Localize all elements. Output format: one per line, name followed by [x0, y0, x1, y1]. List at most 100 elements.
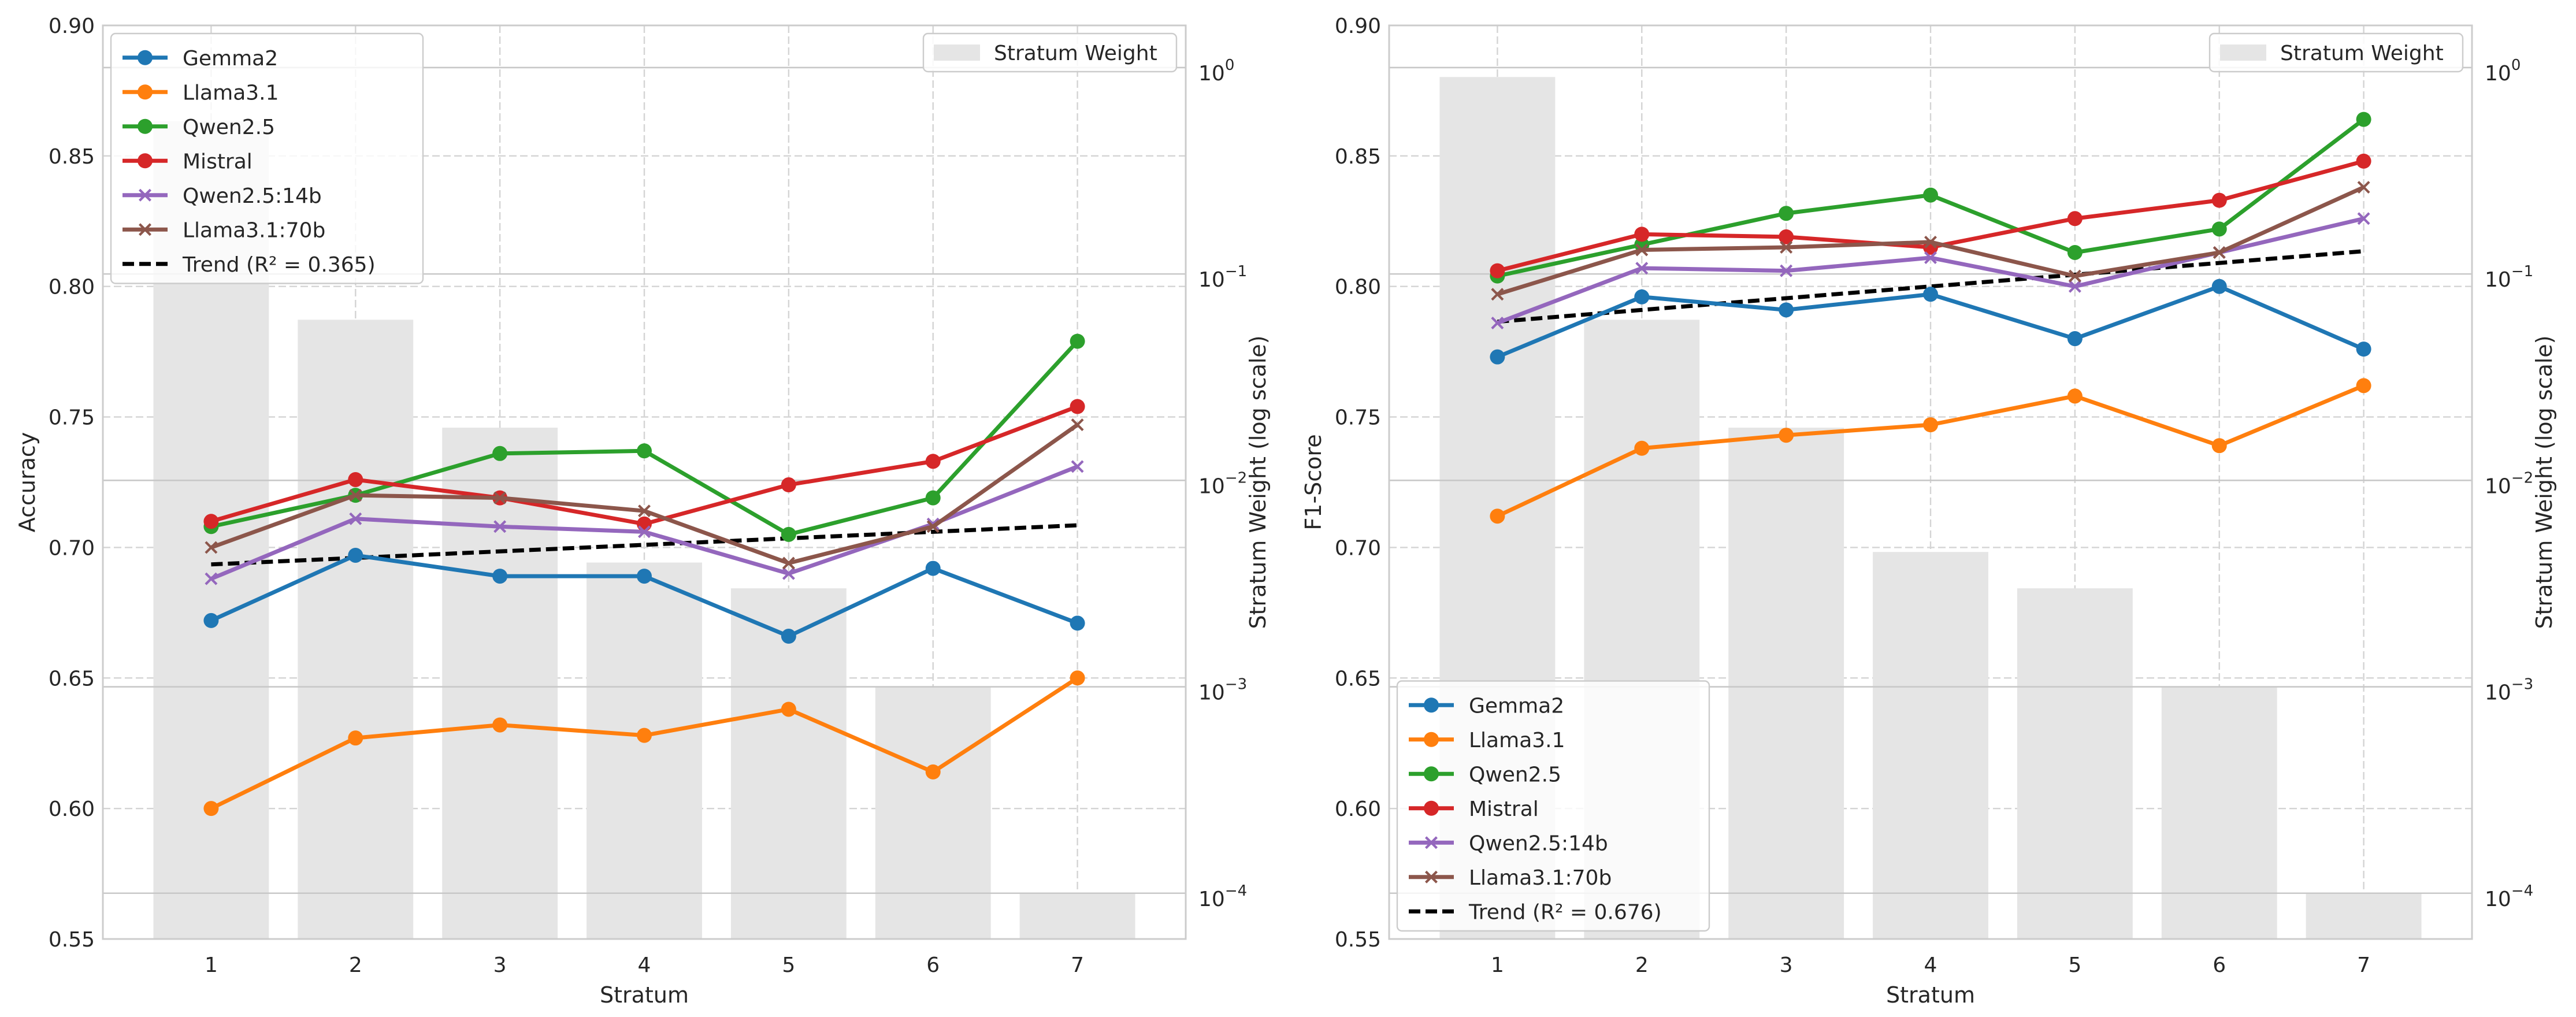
y-tick-label: 0.70	[49, 536, 95, 560]
series-legend-box	[110, 32, 424, 284]
y-tick-label: 0.75	[1335, 406, 1381, 430]
legend-trend-label: Trend (R² = 0.676)	[1468, 900, 1662, 924]
legend-label: Llama3.1:70b	[1469, 866, 1612, 890]
data-point	[1635, 262, 1649, 275]
data-point	[1779, 229, 1794, 244]
data-point	[205, 541, 218, 554]
legend-label: Gemma2	[1469, 694, 1564, 718]
legend-marker	[1424, 800, 1439, 816]
data-point	[492, 717, 508, 733]
legend-marker	[1424, 697, 1439, 713]
data-point	[637, 728, 652, 743]
stratum-weight-bar	[730, 588, 847, 939]
data-point	[1923, 187, 1938, 203]
y-tick-label: 0.75	[49, 406, 95, 430]
plot-frame	[102, 24, 1187, 940]
y-tick-label: 0.65	[1335, 667, 1381, 691]
x-tick-label: 7	[2357, 953, 2370, 977]
data-point	[1924, 251, 1937, 265]
data-point	[1923, 417, 1938, 433]
data-point	[637, 569, 652, 584]
data-point	[2068, 269, 2081, 283]
y2-tick-label: 10−2	[1198, 469, 1247, 498]
data-point	[2067, 331, 2083, 347]
data-point	[1490, 349, 1505, 365]
x-tick-label: 3	[493, 953, 507, 977]
legend-marker	[139, 188, 151, 202]
accuracy-panel: 0.55 0.60 0.65 0.70 0.75 0.80 0.85 0.90 1 2 3 4 5 6 7 1…	[14, 14, 1271, 1008]
data-point	[1491, 316, 1504, 329]
data-point	[1634, 227, 1650, 242]
data-point	[925, 454, 941, 469]
y-tick-label: 0.90	[1335, 14, 1381, 38]
data-point	[2211, 221, 2227, 237]
data-point	[781, 526, 796, 542]
legend-label: Qwen2.5:14b	[183, 184, 322, 208]
legend-marker	[138, 84, 153, 100]
data-point	[782, 556, 795, 570]
data-point	[1634, 440, 1650, 456]
data-point	[205, 572, 218, 585]
stratum-weight-bar	[587, 562, 702, 939]
y2-tick-label: 10−2	[2485, 469, 2533, 498]
bar-legend-box	[922, 32, 1178, 73]
stratum-weight-bar	[1019, 893, 1135, 939]
data-point	[637, 443, 652, 459]
data-point	[1490, 263, 1505, 279]
y-tick-label: 0.85	[49, 145, 95, 169]
legend-marker	[1425, 870, 1438, 884]
data-point	[2068, 280, 2081, 293]
data-point	[1634, 289, 1650, 305]
data-point	[925, 490, 941, 506]
y2-tick-label: 10−1	[1198, 263, 1247, 292]
series-legend-box	[1396, 680, 1710, 932]
data-point	[925, 561, 941, 576]
data-point	[638, 504, 651, 518]
data-point	[492, 569, 508, 584]
y2-tick-label: 10−3	[2485, 676, 2533, 705]
data-point	[492, 446, 508, 461]
legend-label: Qwen2.5:14b	[1469, 832, 1608, 855]
x-tick-label: 4	[638, 953, 651, 977]
y-tick-label: 0.55	[49, 928, 95, 952]
data-point	[1779, 206, 1794, 221]
data-point	[1923, 287, 1938, 302]
y2-tick-label: 100	[2485, 57, 2521, 86]
data-point	[2356, 112, 2371, 127]
data-point	[2211, 192, 2227, 208]
legend-label: Qwen2.5	[1469, 763, 1561, 786]
legend-marker	[138, 50, 153, 65]
data-point	[2357, 212, 2370, 225]
x-tick-label: 1	[1491, 953, 1504, 977]
bar-legend-label: Stratum Weight	[994, 42, 1157, 65]
y-axis-label: F1-Score	[1301, 434, 1326, 530]
data-point	[203, 514, 219, 529]
data-point	[926, 520, 940, 533]
y2-tick-label: 10−4	[2485, 882, 2533, 911]
data-point	[1070, 670, 1085, 686]
x-tick-label: 1	[205, 953, 218, 977]
x-axis-label: Stratum	[1886, 982, 1975, 1008]
data-point	[1635, 243, 1649, 257]
data-point	[925, 764, 941, 780]
stratum-weight-bar	[442, 428, 558, 939]
stratum-weight-bar	[298, 320, 414, 940]
y2-tick-label: 10−3	[1198, 676, 1247, 705]
stratum-weight-bar	[2161, 686, 2277, 939]
y-tick-label: 0.60	[1335, 797, 1381, 821]
stratum-weight-bar	[1873, 552, 1988, 939]
legend-label: Mistral	[183, 150, 253, 173]
data-point	[2356, 153, 2371, 169]
x-tick-label: 2	[349, 953, 362, 977]
legend-label: Llama3.1	[1469, 729, 1565, 752]
data-point	[2356, 378, 2371, 394]
data-point	[1779, 428, 1794, 443]
data-point	[1491, 288, 1504, 301]
data-point	[2067, 388, 2083, 404]
legend-label: Qwen2.5	[183, 116, 275, 139]
x-tick-label: 2	[1635, 953, 1649, 977]
y2-tick-label: 10−1	[2485, 263, 2533, 292]
x-tick-label: 5	[782, 953, 795, 977]
data-point	[637, 516, 652, 532]
data-point	[1070, 399, 1085, 414]
